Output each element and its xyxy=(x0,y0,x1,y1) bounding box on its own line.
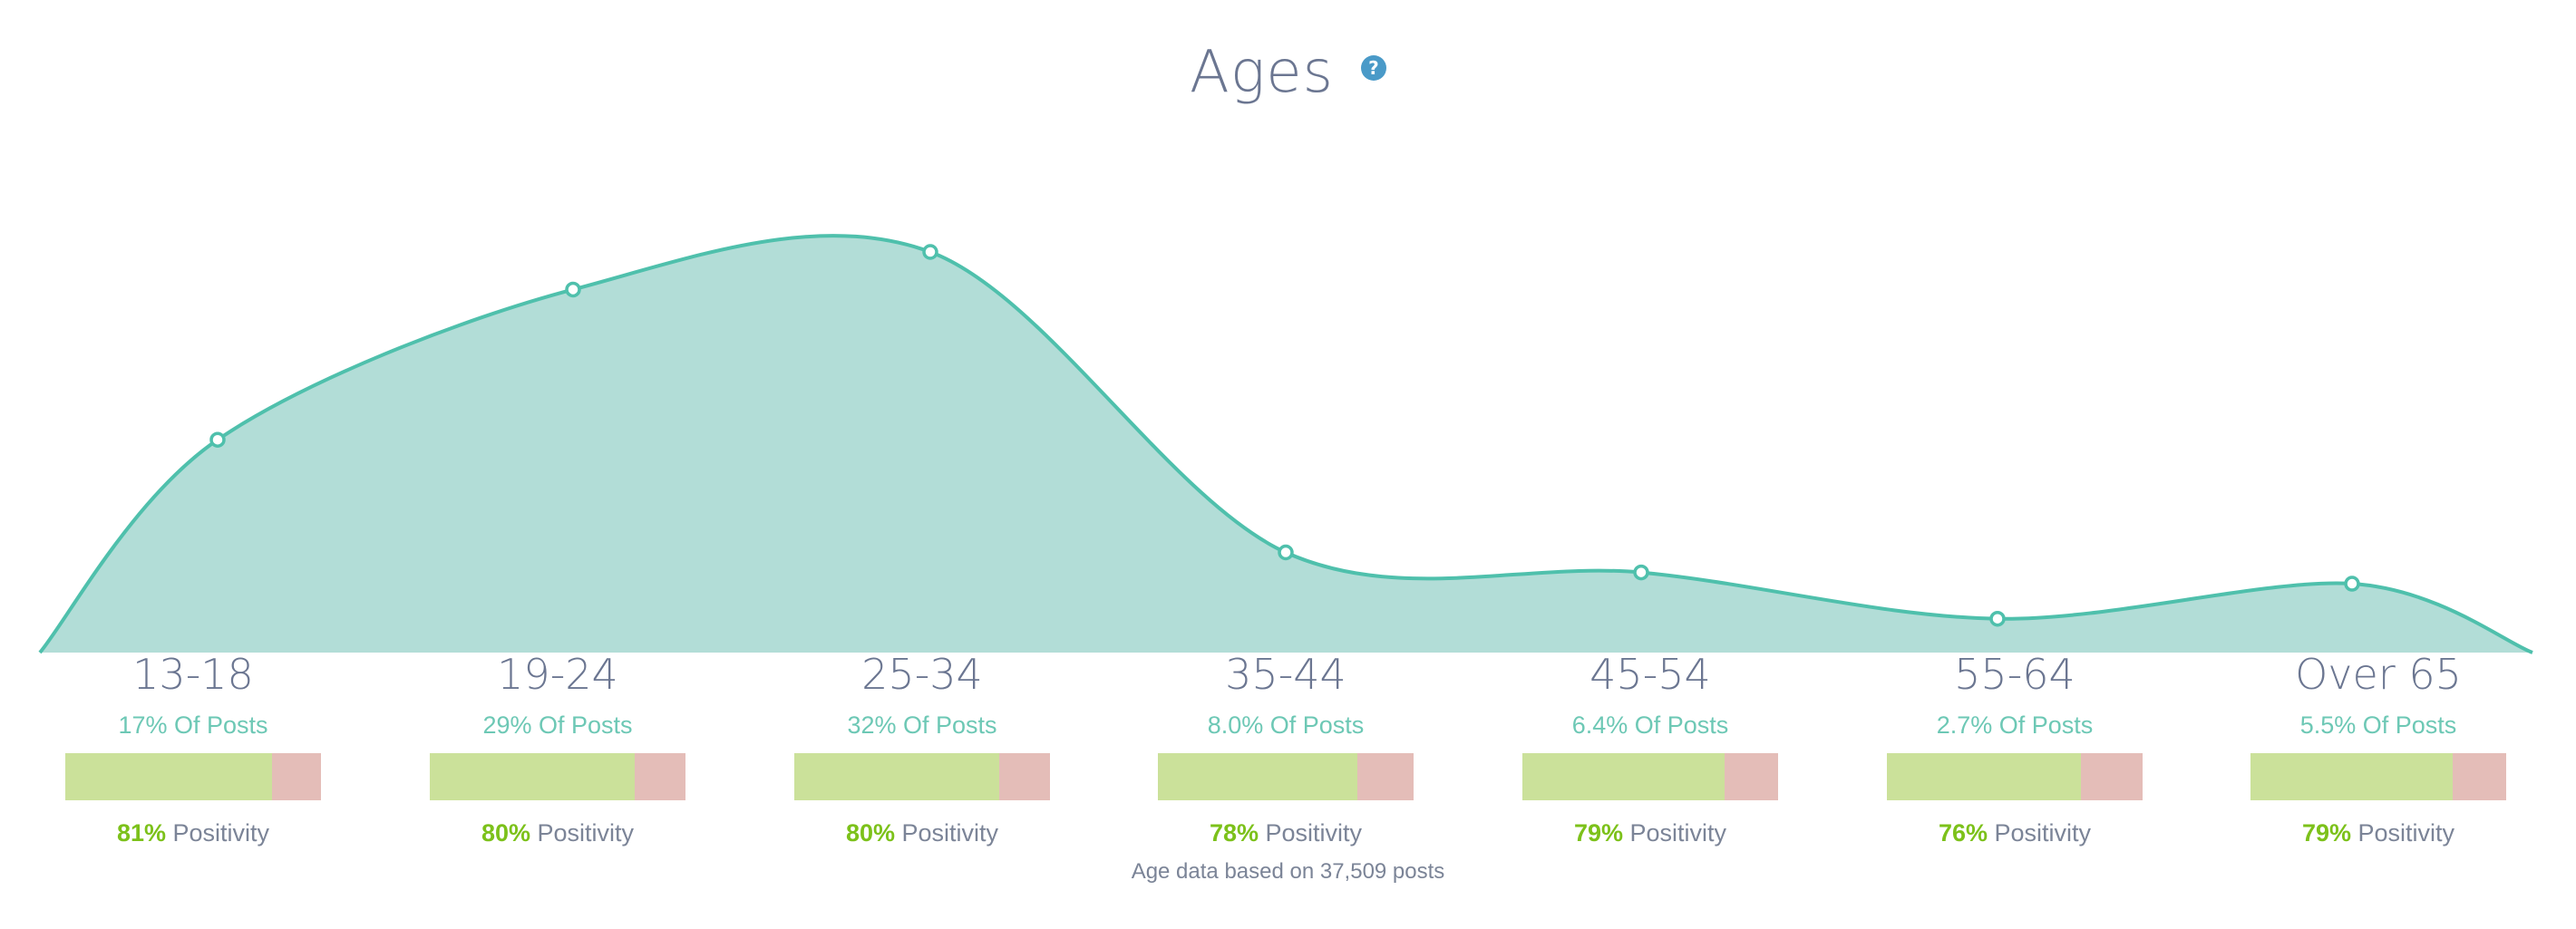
data-point-13-18[interactable] xyxy=(209,431,226,448)
post-share: 5.5% Of Posts xyxy=(2299,711,2457,739)
positivity-label: Positivity xyxy=(1629,819,1727,847)
positivity-text: 79% Positivity xyxy=(2242,815,2514,851)
age-group-0: 13-18 17% Of Posts 81% Positivity xyxy=(57,648,329,851)
area-fill xyxy=(40,236,2532,653)
negative-segment xyxy=(2452,753,2506,800)
positivity-text: 79% Positivity xyxy=(1514,815,1786,851)
positivity-bar xyxy=(794,753,1050,800)
age-group-2: 25-34 32% Of Posts 80% Positivity xyxy=(786,648,1058,851)
age-group-label: 13-18 xyxy=(132,650,254,699)
age-group-label: 19-24 xyxy=(497,650,618,699)
positivity-bar xyxy=(65,753,321,800)
post-share: 29% Of Posts xyxy=(482,711,633,739)
chart-title: Ages xyxy=(1190,39,1334,106)
age-group-label: Over 65 xyxy=(2295,650,2462,699)
positivity-text: 81% Positivity xyxy=(57,815,329,851)
age-group-5: 55-64 2.7% Of Posts 76% Positivity xyxy=(1879,648,2151,851)
positivity-label: Positivity xyxy=(1994,819,2092,847)
post-share: 32% Of Posts xyxy=(847,711,997,739)
data-point-25-34[interactable] xyxy=(922,244,938,260)
positivity-label: Positivity xyxy=(537,819,635,847)
negative-segment xyxy=(634,753,685,800)
age-group-3: 35-44 8.0% Of Posts 78% Positivity xyxy=(1150,648,1422,851)
data-point-Over 65[interactable] xyxy=(2344,576,2360,592)
age-group-label: 35-44 xyxy=(1225,650,1346,699)
positivity-bar xyxy=(2250,753,2506,800)
positive-segment xyxy=(794,753,999,800)
age-group-label: 55-64 xyxy=(1954,650,2075,699)
positivity-percent: 78% xyxy=(1209,819,1259,847)
data-point-45-54[interactable] xyxy=(1633,564,1649,581)
age-group-6: Over 65 5.5% Of Posts 79% Positivity xyxy=(2242,648,2514,851)
age-group-label: 25-34 xyxy=(861,650,983,699)
footer-note: Age data based on 37,509 posts xyxy=(1131,859,1445,884)
data-point-35-44[interactable] xyxy=(1278,544,1294,561)
positivity-percent: 79% xyxy=(2301,819,2351,847)
positive-segment xyxy=(2250,753,2453,800)
age-group-1: 19-24 29% Of Posts 80% Positivity xyxy=(422,648,694,851)
positive-segment xyxy=(430,753,635,800)
positivity-bar xyxy=(1158,753,1414,800)
negative-segment xyxy=(1724,753,1778,800)
negative-segment xyxy=(272,753,321,800)
post-share: 6.4% Of Posts xyxy=(1571,711,1729,739)
data-point-55-64[interactable] xyxy=(1989,610,2006,627)
positivity-bar xyxy=(1522,753,1778,800)
negative-segment xyxy=(2081,753,2143,800)
positivity-label: Positivity xyxy=(172,819,270,847)
data-point-19-24[interactable] xyxy=(565,281,581,298)
positivity-bar xyxy=(430,753,685,800)
help-icon[interactable]: ? xyxy=(1360,55,1386,81)
positivity-percent: 80% xyxy=(481,819,530,847)
positivity-text: 76% Positivity xyxy=(1879,815,2151,851)
age-group-4: 45-54 6.4% Of Posts 79% Positivity xyxy=(1514,648,1786,851)
post-share: 8.0% Of Posts xyxy=(1207,711,1365,739)
positivity-percent: 80% xyxy=(845,819,895,847)
positivity-percent: 79% xyxy=(1573,819,1623,847)
positivity-percent: 81% xyxy=(116,819,166,847)
positive-segment xyxy=(1158,753,1357,800)
series-line xyxy=(38,234,2533,654)
positivity-text: 80% Positivity xyxy=(786,815,1058,851)
post-share: 2.7% Of Posts xyxy=(1936,711,2094,739)
age-group-label: 45-54 xyxy=(1589,650,1711,699)
positivity-text: 78% Positivity xyxy=(1150,815,1422,851)
negative-segment xyxy=(1356,753,1414,800)
positive-segment xyxy=(65,753,273,800)
positivity-text: 80% Positivity xyxy=(422,815,694,851)
positivity-label: Positivity xyxy=(901,819,999,847)
post-share: 17% Of Posts xyxy=(118,711,268,739)
positive-segment xyxy=(1522,753,1725,800)
negative-segment xyxy=(998,753,1050,800)
positivity-label: Positivity xyxy=(2357,819,2455,847)
positive-segment xyxy=(1887,753,2082,800)
positivity-percent: 76% xyxy=(1938,819,1988,847)
area-chart xyxy=(38,234,2533,654)
positivity-label: Positivity xyxy=(1265,819,1363,847)
positivity-bar xyxy=(1887,753,2143,800)
chart-header: Ages ? xyxy=(0,27,2576,118)
